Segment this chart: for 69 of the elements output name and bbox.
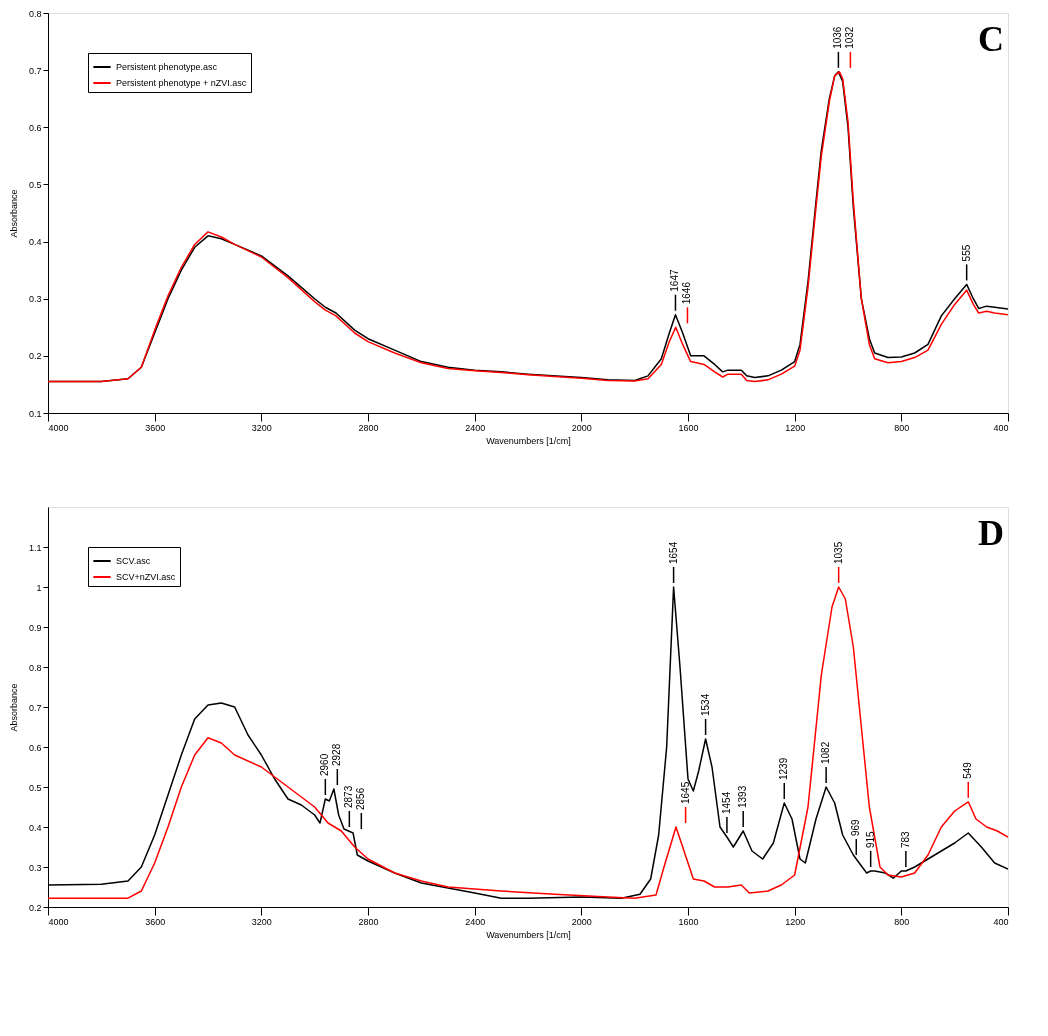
annotation: 2960 [319, 753, 331, 776]
annotation: 969 [850, 818, 862, 836]
x-axis-title: Wavenumbers [1/cm] [486, 435, 571, 446]
annotation: 1032 [844, 26, 856, 49]
x-tick-label: 3600 [145, 422, 166, 433]
annotation: 1646 [681, 281, 693, 305]
x-tick-label: 2000 [571, 422, 592, 433]
x-tick-label: 3200 [251, 916, 272, 927]
x-tick-label: 1600 [678, 422, 699, 433]
annotation: 2928 [331, 743, 343, 766]
annotation: 1239 [778, 757, 790, 780]
x-tick-label: 3600 [145, 916, 166, 927]
y-tick-label: 0.4 [28, 822, 42, 833]
y-axis-title: Absorbance [8, 683, 19, 732]
x-tick-label: 4000 [48, 916, 69, 927]
x-tick-label: 4000 [48, 422, 69, 433]
y-tick-label: 0.4 [28, 237, 42, 248]
annotation: C [978, 19, 1004, 59]
y-tick-label: 0.2 [28, 902, 42, 913]
x-tick-label: 3200 [251, 422, 272, 433]
y-tick-label: 0.9 [28, 622, 42, 633]
annotation: 1645 [679, 781, 691, 804]
x-tick-label: 400 [993, 422, 1009, 433]
y-tick-label: 0.3 [28, 294, 42, 305]
legend-label: SCV+nZVI.asc [116, 572, 176, 582]
annotation: 549 [962, 761, 974, 779]
annotation: 555 [960, 244, 972, 262]
annotation: 1454 [720, 791, 732, 814]
x-axis-title: Wavenumbers [1/cm] [486, 929, 571, 940]
x-tick-label: 2800 [358, 422, 379, 433]
y-tick-label: 0.1 [28, 408, 42, 419]
y-tick-label: 0.7 [28, 65, 42, 76]
y-tick-label: 0.7 [28, 702, 42, 713]
legend-label: Persistent phenotype.asc [116, 62, 218, 72]
annotation: 1082 [820, 741, 832, 764]
y-tick-label: 1.1 [28, 542, 42, 553]
y-axis-title: Absorbance [8, 189, 19, 238]
x-tick-label: 1200 [785, 422, 806, 433]
x-tick-label: 2400 [465, 422, 486, 433]
y-tick-label: 0.8 [28, 662, 42, 673]
y-tick-label: 0.3 [28, 862, 42, 873]
legend-label: SCV.asc [116, 556, 151, 566]
x-tick-label: 2800 [358, 916, 379, 927]
annotation: 1036 [832, 26, 844, 49]
y-tick-label: 0.8 [28, 8, 42, 19]
x-tick-label: 1200 [785, 916, 806, 927]
annotation: 2873 [343, 785, 355, 808]
annotation: 1393 [737, 785, 749, 808]
y-tick-label: 0.6 [28, 122, 42, 133]
x-tick-label: 400 [993, 916, 1009, 927]
x-tick-label: 800 [894, 916, 910, 927]
x-tick-label: 800 [894, 422, 910, 433]
y-tick-label: 0.5 [28, 179, 42, 190]
annotation: 1654 [667, 541, 679, 564]
annotation: 1647 [669, 269, 681, 292]
legend-label: Persistent phenotype + nZVI.asc [116, 78, 247, 88]
annotation: D [978, 513, 1004, 553]
annotation: 1035 [832, 541, 844, 564]
annotation: 783 [899, 830, 911, 848]
x-tick-label: 2000 [571, 916, 592, 927]
annotation: 1534 [699, 693, 711, 716]
y-tick-label: 0.2 [28, 351, 42, 362]
y-tick-label: 0.6 [28, 742, 42, 753]
annotation: 915 [864, 830, 876, 848]
x-tick-label: 2400 [465, 916, 486, 927]
x-tick-label: 1600 [678, 916, 699, 927]
y-tick-label: 1 [36, 582, 42, 593]
y-tick-label: 0.5 [28, 782, 42, 793]
annotation: 2856 [355, 787, 367, 810]
